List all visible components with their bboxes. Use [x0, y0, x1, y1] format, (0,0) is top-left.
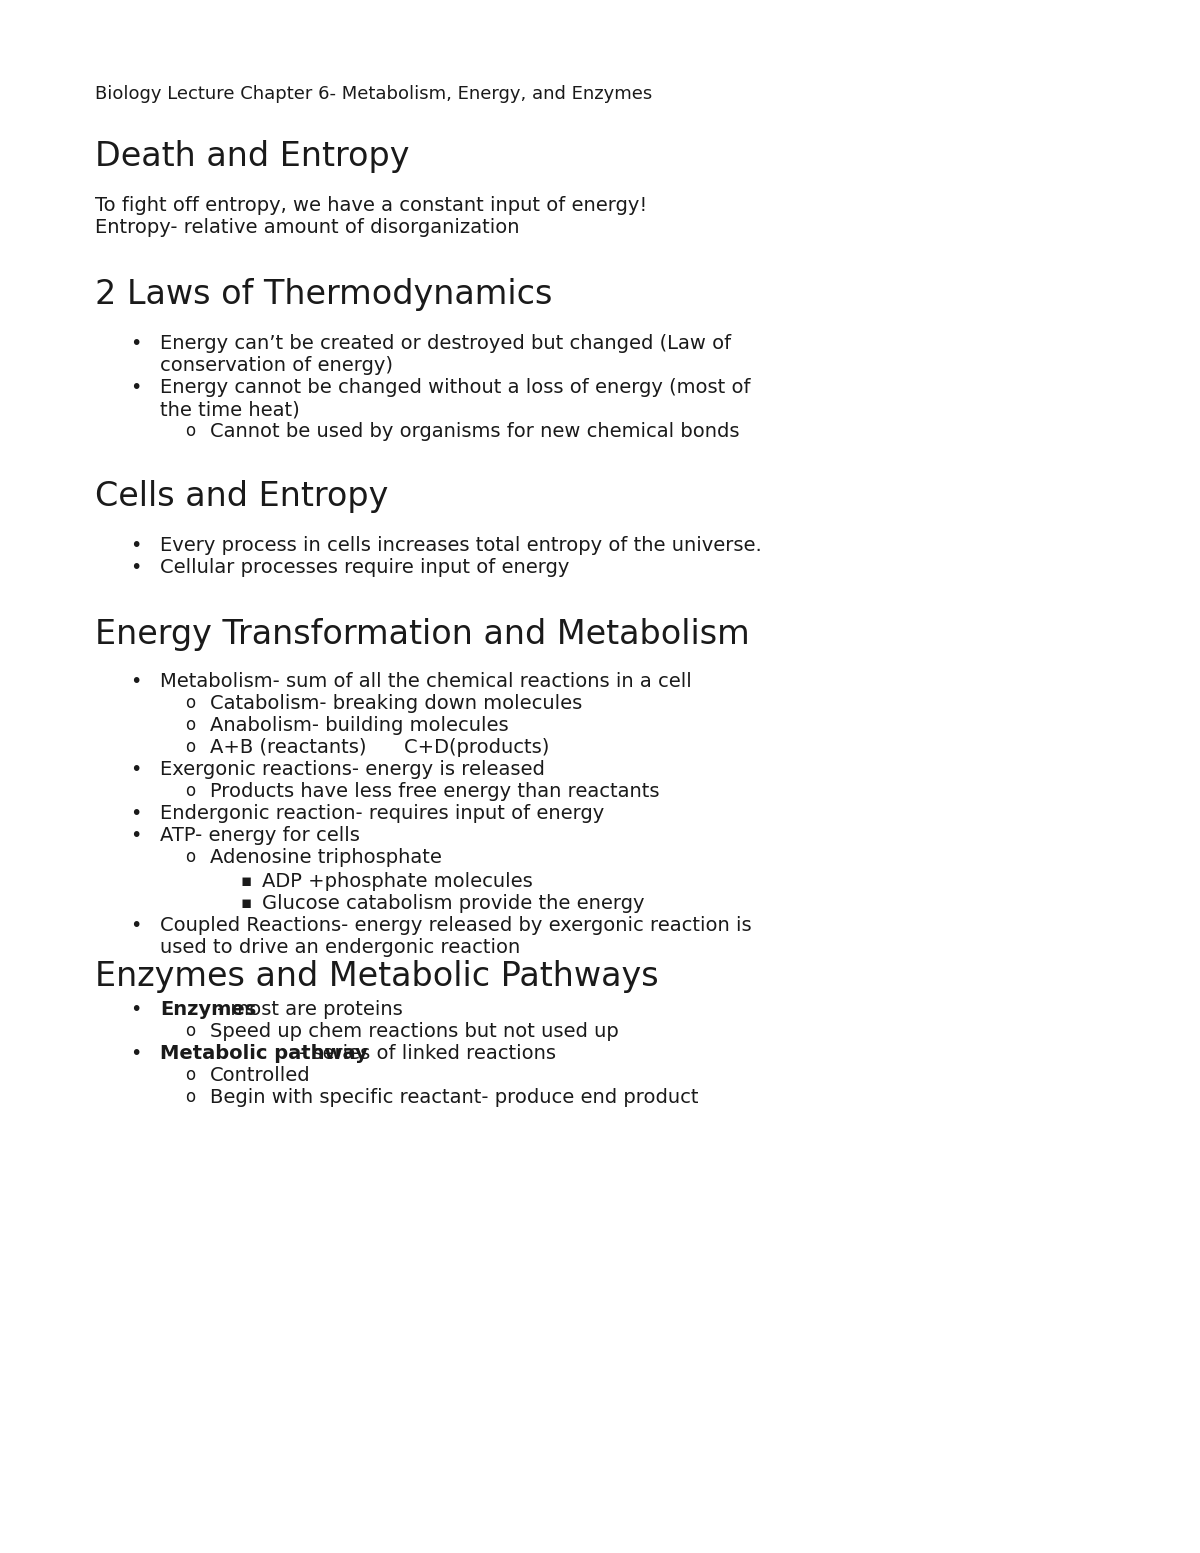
- Text: Exergonic reactions- energy is released: Exergonic reactions- energy is released: [160, 759, 545, 780]
- Text: Endergonic reaction- requires input of energy: Endergonic reaction- requires input of e…: [160, 804, 605, 823]
- Text: Death and Entropy: Death and Entropy: [95, 140, 409, 172]
- Text: •: •: [130, 759, 142, 780]
- Text: Every process in cells increases total entropy of the universe.: Every process in cells increases total e…: [160, 536, 762, 554]
- Text: Begin with specific reactant- produce end product: Begin with specific reactant- produce en…: [210, 1089, 698, 1107]
- Text: •: •: [130, 536, 142, 554]
- Text: 2 Laws of Thermodynamics: 2 Laws of Thermodynamics: [95, 278, 552, 311]
- Text: Metabolic pathway: Metabolic pathway: [160, 1044, 367, 1062]
- Text: o: o: [185, 1022, 196, 1041]
- Text: o: o: [185, 422, 196, 439]
- Text: Energy Transformation and Metabolism: Energy Transformation and Metabolism: [95, 618, 750, 651]
- Text: Cannot be used by organisms for new chemical bonds: Cannot be used by organisms for new chem…: [210, 422, 739, 441]
- Text: Energy can’t be created or destroyed but changed (Law of: Energy can’t be created or destroyed but…: [160, 334, 731, 353]
- Text: the time heat): the time heat): [160, 401, 300, 419]
- Text: Cells and Entropy: Cells and Entropy: [95, 480, 389, 512]
- Text: - series of linked reactions: - series of linked reactions: [300, 1044, 557, 1062]
- Text: Anabolism- building molecules: Anabolism- building molecules: [210, 716, 509, 735]
- Text: Cellular processes require input of energy: Cellular processes require input of ener…: [160, 558, 569, 578]
- Text: •: •: [130, 558, 142, 578]
- Text: o: o: [185, 1065, 196, 1084]
- Text: Catabolism- breaking down molecules: Catabolism- breaking down molecules: [210, 694, 582, 713]
- Text: •: •: [130, 1000, 142, 1019]
- Text: Entropy- relative amount of disorganization: Entropy- relative amount of disorganizat…: [95, 217, 520, 238]
- Text: used to drive an endergonic reaction: used to drive an endergonic reaction: [160, 938, 521, 957]
- Text: Enzymes: Enzymes: [160, 1000, 257, 1019]
- Text: o: o: [185, 738, 196, 756]
- Text: Glucose catabolism provide the energy: Glucose catabolism provide the energy: [262, 895, 644, 913]
- Text: Biology Lecture Chapter 6- Metabolism, Energy, and Enzymes: Biology Lecture Chapter 6- Metabolism, E…: [95, 85, 653, 102]
- Text: o: o: [185, 716, 196, 735]
- Text: Energy cannot be changed without a loss of energy (most of: Energy cannot be changed without a loss …: [160, 377, 750, 398]
- Text: Controlled: Controlled: [210, 1065, 311, 1086]
- Text: A+B (reactants)      C+D(products): A+B (reactants) C+D(products): [210, 738, 550, 756]
- Text: o: o: [185, 848, 196, 867]
- Text: Products have less free energy than reactants: Products have less free energy than reac…: [210, 783, 660, 801]
- Text: Coupled Reactions- energy released by exergonic reaction is: Coupled Reactions- energy released by ex…: [160, 916, 751, 935]
- Text: ▪: ▪: [240, 895, 251, 912]
- Text: Adenosine triphosphate: Adenosine triphosphate: [210, 848, 442, 867]
- Text: •: •: [130, 804, 142, 823]
- Text: To fight off entropy, we have a constant input of energy!: To fight off entropy, we have a constant…: [95, 196, 647, 214]
- Text: ADP +phosphate molecules: ADP +phosphate molecules: [262, 871, 533, 891]
- Text: •: •: [130, 916, 142, 935]
- Text: •: •: [130, 334, 142, 353]
- Text: o: o: [185, 783, 196, 800]
- Text: •: •: [130, 377, 142, 398]
- Text: o: o: [185, 1089, 196, 1106]
- Text: ▪: ▪: [240, 871, 251, 890]
- Text: Metabolism- sum of all the chemical reactions in a cell: Metabolism- sum of all the chemical reac…: [160, 672, 691, 691]
- Text: conservation of energy): conservation of energy): [160, 356, 394, 374]
- Text: o: o: [185, 694, 196, 711]
- Text: •: •: [130, 672, 142, 691]
- Text: Speed up chem reactions but not used up: Speed up chem reactions but not used up: [210, 1022, 619, 1041]
- Text: Enzymes and Metabolic Pathways: Enzymes and Metabolic Pathways: [95, 960, 659, 992]
- Text: - most are proteins: - most are proteins: [217, 1000, 403, 1019]
- Text: •: •: [130, 826, 142, 845]
- Text: ATP- energy for cells: ATP- energy for cells: [160, 826, 360, 845]
- Text: •: •: [130, 1044, 142, 1062]
